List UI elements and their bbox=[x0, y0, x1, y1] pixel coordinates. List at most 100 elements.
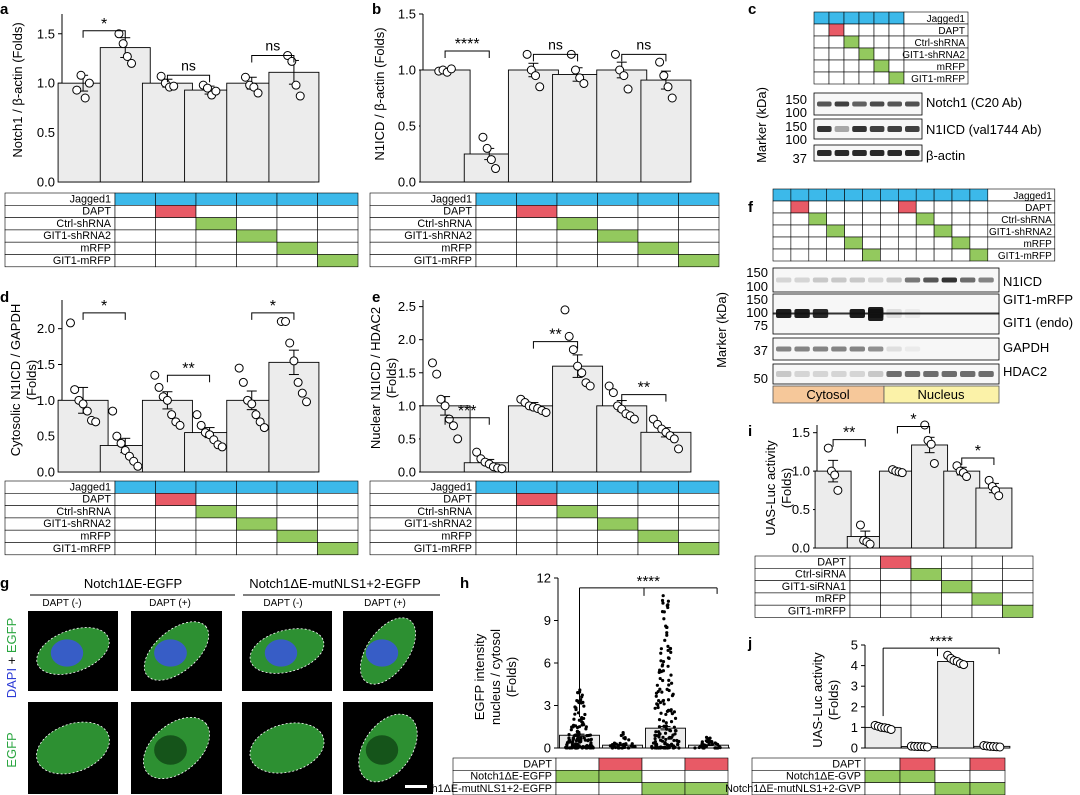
table-cell bbox=[969, 757, 1006, 771]
table-cell bbox=[556, 217, 598, 231]
table-cell bbox=[864, 782, 901, 795]
table-cell bbox=[597, 192, 639, 206]
blot-band bbox=[817, 101, 832, 107]
table-cell bbox=[910, 580, 942, 594]
table-cell bbox=[826, 236, 845, 250]
table-cell bbox=[915, 188, 935, 202]
table-cell bbox=[236, 505, 278, 519]
table-cell bbox=[808, 200, 827, 214]
table-row-label: Jagged1 bbox=[927, 14, 966, 25]
band-label-f-3: GAPDH bbox=[1003, 340, 1049, 355]
data-point-h bbox=[664, 724, 668, 728]
blot-band bbox=[941, 371, 957, 377]
ylabel-j-1: UAS-Luc activity bbox=[810, 652, 825, 748]
data-point-h bbox=[567, 736, 571, 740]
g-cond-2: DAPT (-) bbox=[263, 598, 302, 609]
table-cell bbox=[1002, 555, 1034, 569]
table-cell bbox=[969, 200, 989, 214]
blot-band bbox=[831, 346, 847, 352]
data-point-e bbox=[585, 381, 595, 391]
sig-bracket-b bbox=[621, 53, 667, 62]
table-cell bbox=[195, 192, 237, 206]
table-cell bbox=[236, 480, 278, 494]
data-point-a bbox=[291, 80, 301, 90]
data-point-d bbox=[259, 423, 269, 433]
bar-d bbox=[268, 361, 320, 473]
data-point-h bbox=[621, 743, 625, 747]
g-row1-egfp: EGFP bbox=[4, 618, 19, 653]
table-cell bbox=[516, 542, 558, 556]
data-point-h bbox=[576, 735, 580, 740]
table-cell bbox=[475, 229, 517, 243]
table-cell bbox=[941, 555, 973, 569]
data-point-h bbox=[579, 738, 583, 742]
table-cell bbox=[114, 205, 156, 218]
panel-letter-f: f bbox=[748, 199, 754, 216]
table-cell bbox=[475, 492, 517, 506]
y-tick-label-e: 1.5 bbox=[398, 365, 416, 380]
table-cell bbox=[790, 236, 810, 250]
data-point-h bbox=[659, 659, 663, 663]
data-point-d bbox=[70, 385, 80, 395]
sig-bracket-d bbox=[82, 312, 126, 320]
data-point-a bbox=[249, 82, 259, 92]
table-cell bbox=[516, 505, 558, 519]
table-row-label: Jagged1 bbox=[1013, 191, 1052, 202]
data-point-h bbox=[569, 728, 573, 732]
data-point-h bbox=[667, 678, 671, 682]
blot-f-hdac2 bbox=[772, 363, 1000, 385]
data-point-h bbox=[665, 633, 669, 637]
data-point-e bbox=[608, 388, 618, 398]
data-point-h bbox=[657, 735, 661, 739]
kda-f-1: 100 bbox=[746, 279, 768, 294]
sig-label-e: *** bbox=[458, 403, 477, 420]
g-row1-plus: + bbox=[4, 653, 19, 668]
nucleus-region bbox=[154, 735, 187, 765]
table-cell bbox=[969, 224, 989, 238]
table-cell bbox=[317, 192, 359, 206]
table-cell bbox=[873, 71, 890, 85]
table-row-label: DAPT bbox=[817, 556, 846, 568]
blot-band bbox=[905, 126, 920, 132]
data-point-h bbox=[661, 663, 665, 667]
bar-b bbox=[640, 79, 692, 183]
table-cell bbox=[276, 542, 318, 556]
table-cell bbox=[597, 517, 639, 531]
data-point-h bbox=[580, 695, 584, 699]
bar-e bbox=[596, 405, 648, 473]
table-cell bbox=[195, 205, 237, 218]
table-cell bbox=[556, 542, 598, 556]
table-cell bbox=[915, 212, 935, 226]
kda-c-3: 100 bbox=[785, 132, 807, 147]
band-label-c-0: Notch1 (C20 Ab) bbox=[926, 95, 1022, 110]
scale-bar bbox=[405, 785, 427, 788]
table-cell bbox=[516, 192, 558, 206]
data-point-a bbox=[80, 93, 90, 103]
y-tick-label-e: 2.5 bbox=[398, 299, 416, 314]
y-tick-label-h: 6 bbox=[544, 656, 551, 671]
blot-band bbox=[887, 126, 902, 132]
table-cell bbox=[813, 47, 830, 61]
data-point-h bbox=[608, 744, 613, 748]
table-cell bbox=[933, 224, 953, 238]
data-point-d bbox=[247, 399, 257, 409]
data-point-i bbox=[823, 443, 833, 453]
bar-i bbox=[911, 444, 949, 549]
table-cell bbox=[475, 205, 517, 218]
data-point-h bbox=[572, 734, 577, 738]
table-cell bbox=[880, 555, 912, 569]
table-cell bbox=[880, 604, 912, 618]
sig-label-i: ** bbox=[843, 425, 855, 442]
y-tick-label-j: 1 bbox=[851, 720, 858, 735]
table-cell bbox=[864, 769, 901, 783]
table-cell bbox=[969, 236, 989, 250]
y-tick-label-d: 0.0 bbox=[37, 465, 55, 480]
table-cell bbox=[951, 200, 971, 214]
table-cell bbox=[933, 188, 953, 202]
nucleus-label: Nucleus bbox=[918, 387, 965, 402]
ylabel-d-1: Cytosolic N1ICD / GAPDH bbox=[8, 304, 23, 456]
data-point-h bbox=[574, 746, 578, 750]
data-point-h bbox=[577, 718, 581, 722]
table-cell bbox=[934, 757, 971, 771]
